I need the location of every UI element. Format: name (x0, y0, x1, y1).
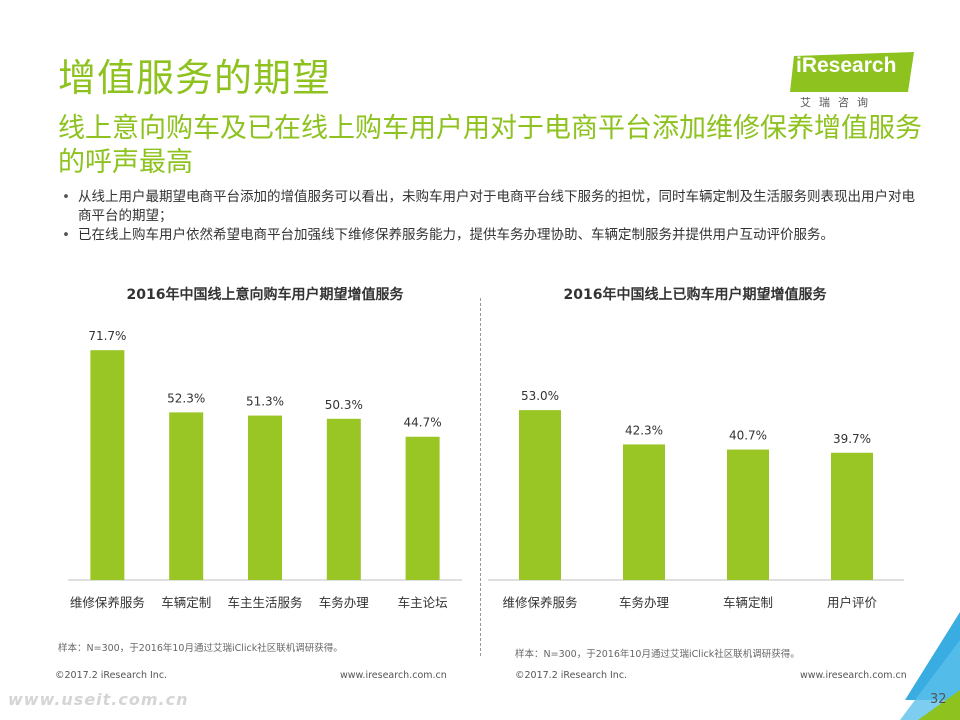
data-label: 52.3% (167, 391, 205, 405)
bar (831, 452, 873, 580)
sample-note-right: 样本：N=300，于2016年10月通过艾瑞iClick社区联机调研获得。 (515, 649, 800, 660)
footer-copyright-right: ©2017.2 iResearch Inc. (515, 670, 628, 681)
footer-url-left[interactable]: www.iresearch.com.cn (340, 670, 447, 681)
data-label: 40.7% (729, 429, 767, 443)
footer-copyright-left: ©2017.2 iResearch Inc. (55, 670, 168, 681)
category-label: 车辆定制 (723, 595, 773, 610)
data-label: 39.7% (833, 432, 871, 446)
bar (727, 449, 769, 580)
page-title: 增值服务的期望 (58, 56, 332, 100)
page-subtitle: 线上意向购车及已在线上购车用户用对于电商平台添加维修保养增值服务的呼声最高 (58, 113, 922, 178)
data-label: 44.7% (404, 416, 442, 430)
iresearch-logo: iResearch 艾瑞咨询 (790, 50, 920, 112)
category-label: 车辆定制 (161, 595, 211, 610)
watermark: www.useit.com.cn (8, 690, 189, 709)
chart-title-right: 2016年中国线上已购车用户期望增值服务 (563, 287, 827, 303)
footer-url-right[interactable]: www.iresearch.com.cn (800, 670, 907, 681)
bullet-list: 从线上用户最期望电商平台添加的增值服务可以看出，未购车用户对于电商平台线下服务的… (60, 188, 920, 245)
bar (405, 436, 440, 580)
page-number: 32 (930, 692, 947, 707)
bar (90, 350, 125, 580)
bar (519, 410, 561, 580)
category-label: 用户评价 (827, 595, 878, 610)
category-label: 车务办理 (619, 595, 670, 610)
data-label: 50.3% (325, 398, 363, 412)
data-label: 51.3% (246, 395, 284, 409)
bar (169, 412, 204, 580)
bar (326, 418, 361, 580)
bar (248, 415, 282, 580)
data-label: 71.7% (88, 329, 126, 343)
category-label: 车务办理 (319, 595, 370, 610)
bullet-item: 从线上用户最期望电商平台添加的增值服务可以看出，未购车用户对于电商平台线下服务的… (60, 188, 920, 226)
category-label: 车主论坛 (398, 595, 448, 610)
sample-note-left: 样本：N=300，于2016年10月通过艾瑞iClick社区联机调研获得。 (58, 643, 343, 654)
logo-cn-text: 艾瑞咨询 (800, 96, 876, 109)
data-label: 42.3% (625, 423, 663, 437)
category-label: 维修保养服务 (70, 595, 145, 610)
chart-divider (480, 298, 481, 656)
data-label: 53.0% (521, 389, 559, 403)
chart-title-left: 2016年中国线上意向购车用户期望增值服务 (126, 287, 404, 303)
category-label: 车主生活服务 (227, 595, 302, 610)
logo-text: iResearch (796, 54, 897, 77)
bar (623, 444, 665, 580)
bullet-item: 已在线上购车用户依然希望电商平台加强线下维修保养服务能力，提供车务办理协助、车辆… (60, 226, 920, 245)
category-label: 维修保养服务 (502, 595, 577, 610)
logo-badge-icon (790, 52, 914, 92)
